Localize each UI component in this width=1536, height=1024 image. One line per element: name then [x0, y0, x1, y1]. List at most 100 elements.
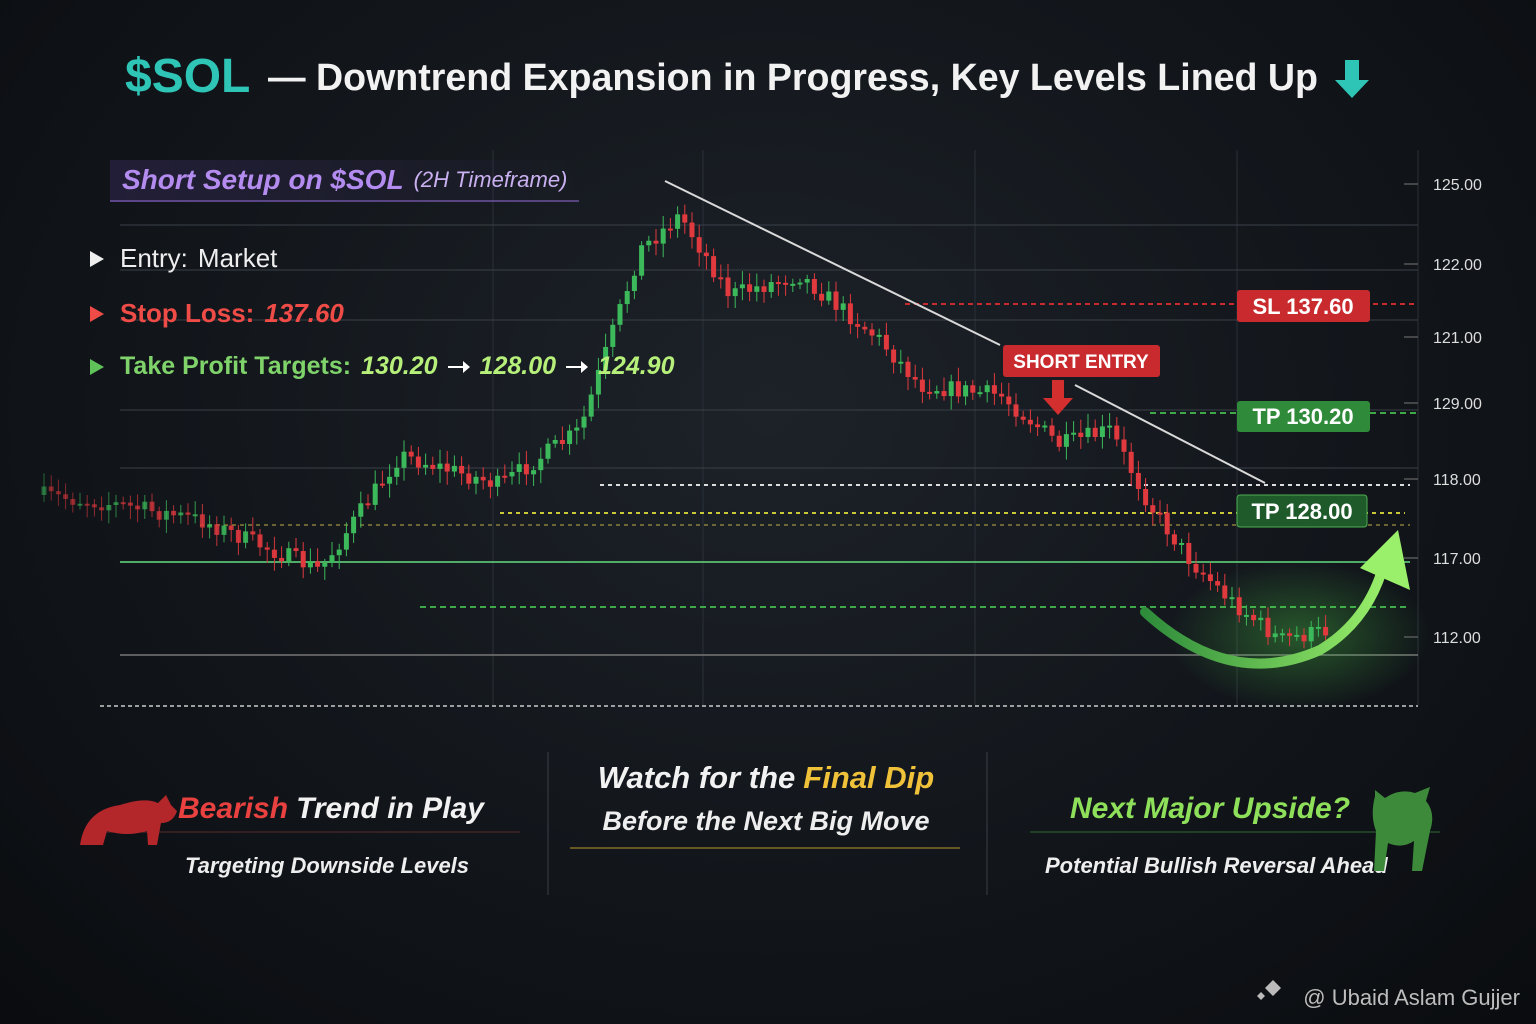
candle-body — [883, 334, 889, 350]
stop-loss-line: Stop Loss: 137.60 — [90, 298, 344, 329]
candle-body — [495, 475, 501, 487]
candle-body — [156, 511, 162, 520]
title-ticker: $SOL — [125, 50, 250, 103]
panel-subtitle: Potential Bullish Reversal Ahead — [1045, 853, 1388, 878]
candle-body — [106, 504, 112, 511]
candle-body — [336, 549, 342, 556]
candle-body — [1157, 512, 1163, 515]
candle-body — [1078, 432, 1084, 438]
candle-body — [286, 548, 292, 562]
candle-body — [120, 502, 126, 505]
reversal-arrow — [1140, 555, 1390, 669]
setup-heading-box: Short Setup on $SOL (2H Timeframe) — [110, 160, 580, 202]
candle-body — [343, 533, 349, 550]
candle-body — [1143, 489, 1149, 506]
title-text: — Downtrend Expansion in Progress, Key L… — [268, 57, 1318, 99]
candle-body — [171, 510, 177, 516]
panel-title: Watch for the Final Dip — [598, 760, 934, 795]
candle-body — [696, 237, 702, 253]
candle-body — [142, 501, 148, 510]
bullet — [90, 358, 104, 375]
candle-body — [430, 464, 436, 469]
candle-body — [1013, 404, 1019, 417]
candle-body — [437, 463, 443, 469]
reversal-arrow-head — [1360, 530, 1410, 590]
candle-body — [1323, 626, 1329, 636]
candle-body — [235, 529, 241, 543]
candle-body — [1229, 597, 1235, 600]
candle-body — [891, 349, 897, 363]
candle-body — [999, 393, 1005, 397]
watermark: @ Ubaid Aslam Gujjer — [1303, 985, 1520, 1010]
candle-body — [855, 324, 861, 327]
candle-body — [358, 503, 364, 517]
candle-body — [387, 476, 393, 484]
take-profit-target: 130.20 — [361, 352, 438, 380]
candle-body — [473, 476, 479, 484]
candle-body — [444, 463, 450, 472]
candle-body — [948, 381, 954, 397]
candle-body — [300, 551, 306, 568]
candle-body — [531, 470, 537, 475]
candle-body — [257, 534, 263, 548]
candle-body — [401, 451, 407, 468]
short-entry-text: SHORT ENTRY — [1013, 352, 1149, 373]
candle-body — [1035, 424, 1041, 428]
candle-body — [192, 514, 198, 517]
candle-body — [919, 379, 925, 392]
candle-body — [538, 458, 544, 471]
candle-body — [271, 549, 277, 558]
candle-body — [739, 284, 745, 289]
candle-body — [790, 283, 796, 286]
candle-body — [1179, 542, 1185, 545]
candle-body — [862, 326, 868, 330]
candle-body — [984, 385, 990, 393]
candle-body — [667, 228, 673, 231]
candle-body — [307, 561, 313, 568]
candle-body — [1092, 427, 1098, 438]
price-label: 117.00 — [1433, 551, 1481, 568]
candle-body — [207, 524, 213, 528]
candle-body — [783, 282, 789, 285]
candle-body — [1215, 581, 1221, 586]
candle-body — [1107, 425, 1113, 428]
candle-body — [1020, 416, 1026, 420]
candle-body — [1222, 585, 1228, 599]
candle-body — [63, 494, 69, 499]
candle-body — [372, 483, 378, 505]
arrow-icon — [447, 360, 470, 373]
bullet — [90, 305, 104, 322]
candle-body — [480, 476, 486, 481]
candle-body — [991, 385, 997, 394]
down-arrow-icon — [1335, 60, 1369, 98]
candle-body — [1265, 617, 1271, 638]
candle-body — [1200, 572, 1206, 575]
candle-body — [675, 214, 681, 229]
sl-tag-text: SL 137.60 — [1252, 294, 1353, 319]
candle-body — [927, 391, 933, 394]
candle-body — [1279, 633, 1285, 636]
candle-body — [487, 480, 493, 487]
tp1-tag-text: TP 130.20 — [1252, 404, 1353, 429]
candle-body — [1251, 614, 1257, 621]
candle-body — [869, 329, 875, 336]
candle-body — [315, 561, 321, 567]
candle-body — [322, 562, 328, 567]
candle-body — [1063, 434, 1069, 447]
panel-title: Bearish Trend in Play — [178, 792, 485, 825]
candle-body — [279, 557, 285, 562]
candle-body — [1308, 626, 1314, 642]
candle-body — [1243, 614, 1249, 617]
candle-body — [127, 502, 133, 506]
candle-body — [351, 516, 357, 534]
price-axis: 125.00 122.00 121.00 129.00 118.00 117.00 112.… — [1404, 177, 1482, 647]
candle-body — [718, 277, 724, 280]
entry-value: Market — [197, 243, 278, 273]
tp2-tag-text: TP 128.00 — [1251, 499, 1352, 524]
candle-body — [1121, 439, 1127, 452]
candle-body — [732, 288, 738, 297]
candle-body — [847, 303, 853, 325]
candle-body — [1315, 626, 1321, 629]
